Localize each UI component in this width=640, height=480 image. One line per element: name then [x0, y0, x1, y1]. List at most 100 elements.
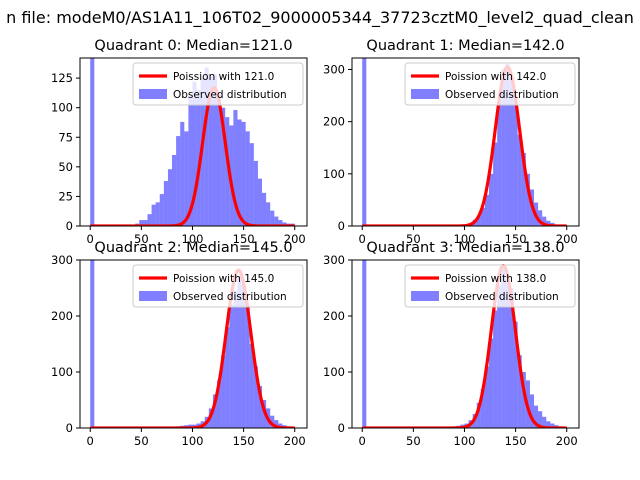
- histogram-bar: [362, 260, 367, 428]
- histogram-bar: [253, 160, 258, 226]
- histogram-bar: [262, 192, 267, 226]
- histogram-bar: [237, 119, 242, 226]
- histogram-bar: [225, 117, 230, 226]
- histogram-bar: [538, 411, 543, 428]
- subplot-title: Quadrant 1: Median=142.0: [366, 38, 564, 54]
- x-tick-label: 100: [454, 434, 476, 448]
- legend: Poission with 142.0 Observed distribution: [404, 62, 576, 106]
- histogram-bar: [489, 338, 494, 428]
- histogram-bar: [180, 121, 185, 226]
- x-tick-label: 50: [406, 232, 421, 246]
- x-tick-label: 50: [406, 434, 421, 448]
- x-tick-label: 100: [182, 232, 204, 246]
- histogram-bar: [233, 290, 238, 428]
- histogram-bar: [274, 216, 279, 226]
- histogram-bar: [493, 142, 498, 226]
- histogram-bar: [229, 304, 234, 428]
- y-tick-label: 0: [338, 219, 345, 233]
- histogram-bar: [90, 58, 95, 226]
- legend-hist-swatch: [411, 89, 439, 99]
- histogram-bar: [534, 405, 539, 428]
- x-tick-label: 50: [134, 434, 149, 448]
- legend-label-poisson: Poission with 138.0: [445, 273, 546, 285]
- histogram-bar: [505, 64, 510, 226]
- y-tick-label: 200: [323, 309, 345, 323]
- y-tick-label: 50: [58, 160, 73, 174]
- subplot-title: Quadrant 0: Median=121.0: [94, 38, 292, 54]
- y-tick-label: 100: [323, 365, 345, 379]
- histogram-bar: [241, 285, 246, 428]
- x-tick-label: 200: [556, 232, 578, 246]
- histogram-bar: [542, 416, 547, 428]
- histogram-bar: [151, 204, 156, 226]
- legend: Poission with 138.0 Observed distribution: [404, 264, 576, 308]
- histogram-bar: [501, 268, 506, 428]
- subplot-quadrant-0: 0 50 100 150 200 0 25 50 75 100 125 Quadrant 0: Med…: [51, 38, 308, 246]
- histogram-bar: [521, 152, 526, 226]
- histogram-bar: [484, 366, 490, 428]
- histogram-bar: [270, 210, 275, 226]
- y-tick-label: 300: [51, 253, 73, 267]
- histogram-bar: [143, 220, 148, 226]
- legend-label-poisson: Poission with 145.0: [173, 273, 274, 285]
- histogram-bar: [249, 344, 254, 428]
- x-tick-label: 100: [182, 434, 204, 448]
- histogram-bar: [245, 131, 250, 226]
- histogram-bar: [139, 220, 144, 226]
- histogram-bar: [546, 421, 551, 428]
- histogram-bar: [208, 76, 213, 226]
- histogram-bar: [221, 355, 226, 428]
- histogram-bar: [212, 394, 218, 428]
- histogram-bar: [513, 100, 518, 226]
- histogram-bar: [476, 215, 481, 226]
- histogram-bar: [525, 173, 530, 226]
- legend: Poission with 121.0 Observed distribution: [132, 62, 304, 106]
- legend-hist-swatch: [139, 291, 167, 301]
- x-tick-label: 50: [134, 232, 149, 246]
- x-tick-label: 150: [505, 434, 527, 448]
- y-tick-label: 100: [51, 365, 73, 379]
- x-tick-label: 200: [284, 434, 306, 448]
- histogram-bar: [257, 386, 263, 428]
- histogram-bar: [233, 110, 238, 226]
- histogram-bar: [493, 310, 498, 428]
- histogram-bar: [167, 169, 173, 226]
- histogram-bar: [176, 136, 181, 226]
- histogram-bar: [278, 220, 283, 226]
- x-tick-label: 0: [359, 434, 366, 448]
- histogram-bar: [249, 143, 254, 226]
- histogram-bar: [147, 214, 152, 226]
- subplot-quadrant-2: 0 50 100 150 200 0 100 200 300 Quadrant 2: Median…: [51, 240, 308, 448]
- x-tick-label: 0: [87, 434, 94, 448]
- y-tick-label: 200: [51, 309, 73, 323]
- histogram-bar: [509, 288, 514, 428]
- legend-label-observed: Observed distribution: [445, 89, 559, 101]
- histogram-bar: [163, 181, 168, 226]
- histogram-bar: [501, 69, 506, 226]
- histogram-bar: [274, 420, 279, 428]
- histogram-bar: [257, 178, 263, 226]
- legend-frame: [404, 62, 576, 106]
- histogram-bar: [270, 415, 275, 428]
- plot-area: [89, 58, 296, 226]
- legend-label-observed: Observed distribution: [173, 89, 287, 101]
- histogram-bar: [172, 155, 177, 226]
- histogram-bar: [196, 89, 201, 226]
- histogram-bar: [484, 194, 490, 226]
- legend-frame: [132, 62, 304, 106]
- histogram-bar: [497, 100, 502, 226]
- y-tick-label: 300: [323, 253, 345, 267]
- figure-suptitle: n file: modeM0/AS1A11_106T02_9000005344_…: [6, 8, 634, 28]
- axes-frame: [351, 57, 580, 227]
- axes-frame: [351, 259, 580, 429]
- histogram-bar: [505, 279, 510, 428]
- histogram-bar: [550, 423, 555, 428]
- legend-label-poisson: Poission with 121.0: [173, 71, 274, 83]
- x-tick-label: 150: [233, 232, 255, 246]
- subplot-quadrant-3: 0 50 100 150 200 0 100 200 300 Quadrant 3: Median…: [323, 240, 580, 448]
- plot-area: [89, 260, 296, 428]
- subplot-quadrant-1: 0 50 100 150 200 0 100 200 300 Quadrant 1: Median…: [323, 38, 580, 246]
- histogram-bar: [188, 95, 193, 226]
- y-tick-label: 125: [51, 71, 73, 85]
